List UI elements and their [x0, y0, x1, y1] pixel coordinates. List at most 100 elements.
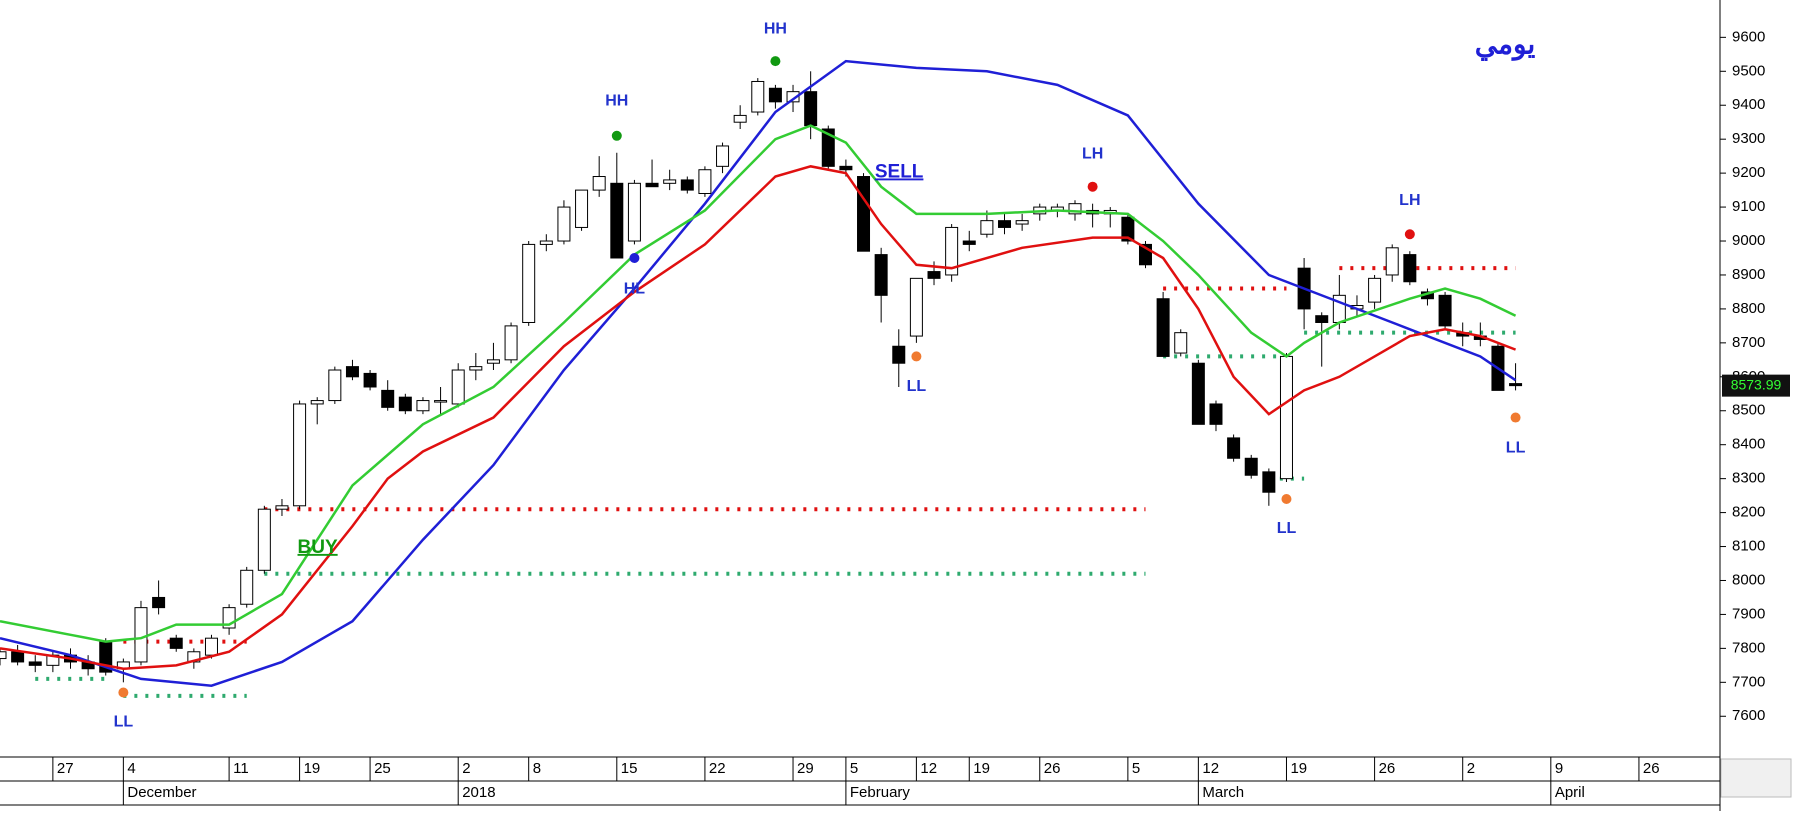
x-tick-label: 12	[920, 760, 937, 777]
annotation: HH	[605, 93, 628, 110]
x-tick-label: 15	[621, 760, 638, 777]
annotation: LH	[1082, 145, 1103, 162]
candle-body	[398, 396, 412, 412]
annotation: BUY	[298, 537, 338, 558]
candle-body	[204, 637, 218, 656]
x-tick-label: 25	[374, 760, 391, 777]
annotation: HL	[624, 280, 646, 297]
y-tick-label: 9100	[1732, 198, 1765, 215]
y-tick-label: 9300	[1732, 130, 1765, 147]
candle-body	[1209, 403, 1223, 425]
x-tick-label: 22	[709, 760, 726, 777]
candle-body	[663, 179, 677, 184]
x-tick-label: 29	[797, 760, 814, 777]
x-tick-label: 4	[127, 760, 135, 777]
candle-body	[1191, 362, 1205, 425]
candle-body	[416, 400, 430, 412]
y-tick-label: 8800	[1732, 300, 1765, 317]
y-tick-label: 9200	[1732, 164, 1765, 181]
month-label: March	[1202, 784, 1244, 801]
pivot-dot	[629, 252, 640, 263]
annotation: LL	[1277, 520, 1297, 537]
candle-body	[998, 220, 1012, 228]
ma-line	[0, 124, 1517, 643]
annotation: LL	[907, 378, 927, 395]
x-tick-label: 5	[1132, 760, 1140, 777]
price-box	[1722, 374, 1790, 397]
annotation: LL	[1506, 440, 1526, 457]
pivot-dot	[1510, 412, 1521, 423]
candle-body	[1403, 254, 1417, 283]
candle-body	[786, 91, 800, 103]
annotation: SELL	[875, 161, 924, 182]
pivot-dot	[1404, 229, 1415, 240]
candle-body	[645, 182, 659, 188]
x-tick-label: 19	[973, 760, 990, 777]
y-tick-label: 8100	[1732, 538, 1765, 555]
pivot-dot	[611, 130, 622, 141]
candle-body	[857, 176, 871, 252]
month-label: April	[1555, 784, 1585, 801]
candle-body	[962, 240, 976, 245]
candle-body	[698, 169, 712, 194]
price-label: 8573.99	[1731, 376, 1782, 392]
corner-box	[1720, 758, 1792, 798]
candle-body	[345, 366, 359, 378]
candle-body	[275, 505, 289, 510]
candle-body	[1156, 298, 1170, 357]
candle-body	[381, 389, 395, 408]
y-tick-label: 9400	[1732, 96, 1765, 113]
x-tick-label: 19	[1290, 760, 1307, 777]
x-tick-label: 9	[1555, 760, 1563, 777]
x-tick-label: 12	[1202, 760, 1219, 777]
y-tick-label: 9000	[1732, 232, 1765, 249]
candle-body	[134, 607, 148, 663]
candle-body	[152, 596, 166, 609]
candle-body	[1438, 294, 1452, 327]
pivot-dot	[1281, 494, 1292, 505]
x-tick-label: 26	[1044, 760, 1061, 777]
x-tick-label: 2	[1467, 760, 1475, 777]
annotation: LH	[1399, 192, 1420, 209]
x-tick-label: 27	[57, 760, 74, 777]
candle-body	[28, 661, 42, 666]
y-tick-label: 8500	[1732, 402, 1765, 419]
ma-line	[0, 165, 1517, 670]
candle-body	[257, 508, 271, 571]
candle-body	[310, 400, 324, 405]
month-label: February	[850, 784, 911, 801]
candle-body	[469, 366, 483, 371]
candle-body	[1121, 216, 1135, 242]
candle-body	[716, 145, 730, 167]
candle-body	[768, 87, 782, 103]
candle-body	[504, 325, 518, 361]
candle-body	[451, 369, 465, 405]
y-tick-label: 8200	[1732, 504, 1765, 521]
candle-body	[522, 243, 536, 323]
candle-body	[821, 128, 835, 167]
candle-body	[557, 206, 571, 242]
candle-body	[328, 369, 342, 402]
candle-body	[751, 80, 765, 113]
candle-body	[945, 226, 959, 276]
x-tick-label: 26	[1379, 760, 1396, 777]
candle-body	[980, 220, 994, 235]
candle-body	[1174, 332, 1188, 354]
candle-body	[839, 165, 853, 171]
y-tick-label: 9600	[1732, 28, 1765, 45]
candle-body	[293, 403, 307, 507]
x-tick-label: 26	[1643, 760, 1660, 777]
y-tick-label: 8700	[1732, 334, 1765, 351]
pivot-dot	[118, 687, 129, 698]
candle-body	[680, 179, 694, 191]
candle-body	[539, 240, 553, 245]
x-tick-label: 11	[233, 760, 249, 777]
candle-body	[733, 114, 747, 123]
y-tick-label: 8900	[1732, 266, 1765, 283]
candle-body	[11, 651, 25, 663]
y-tick-label: 8400	[1732, 436, 1765, 453]
y-tick-label: 7900	[1732, 605, 1765, 622]
y-tick-label: 8300	[1732, 470, 1765, 487]
candle-body	[592, 176, 606, 191]
candle-body	[804, 91, 818, 127]
